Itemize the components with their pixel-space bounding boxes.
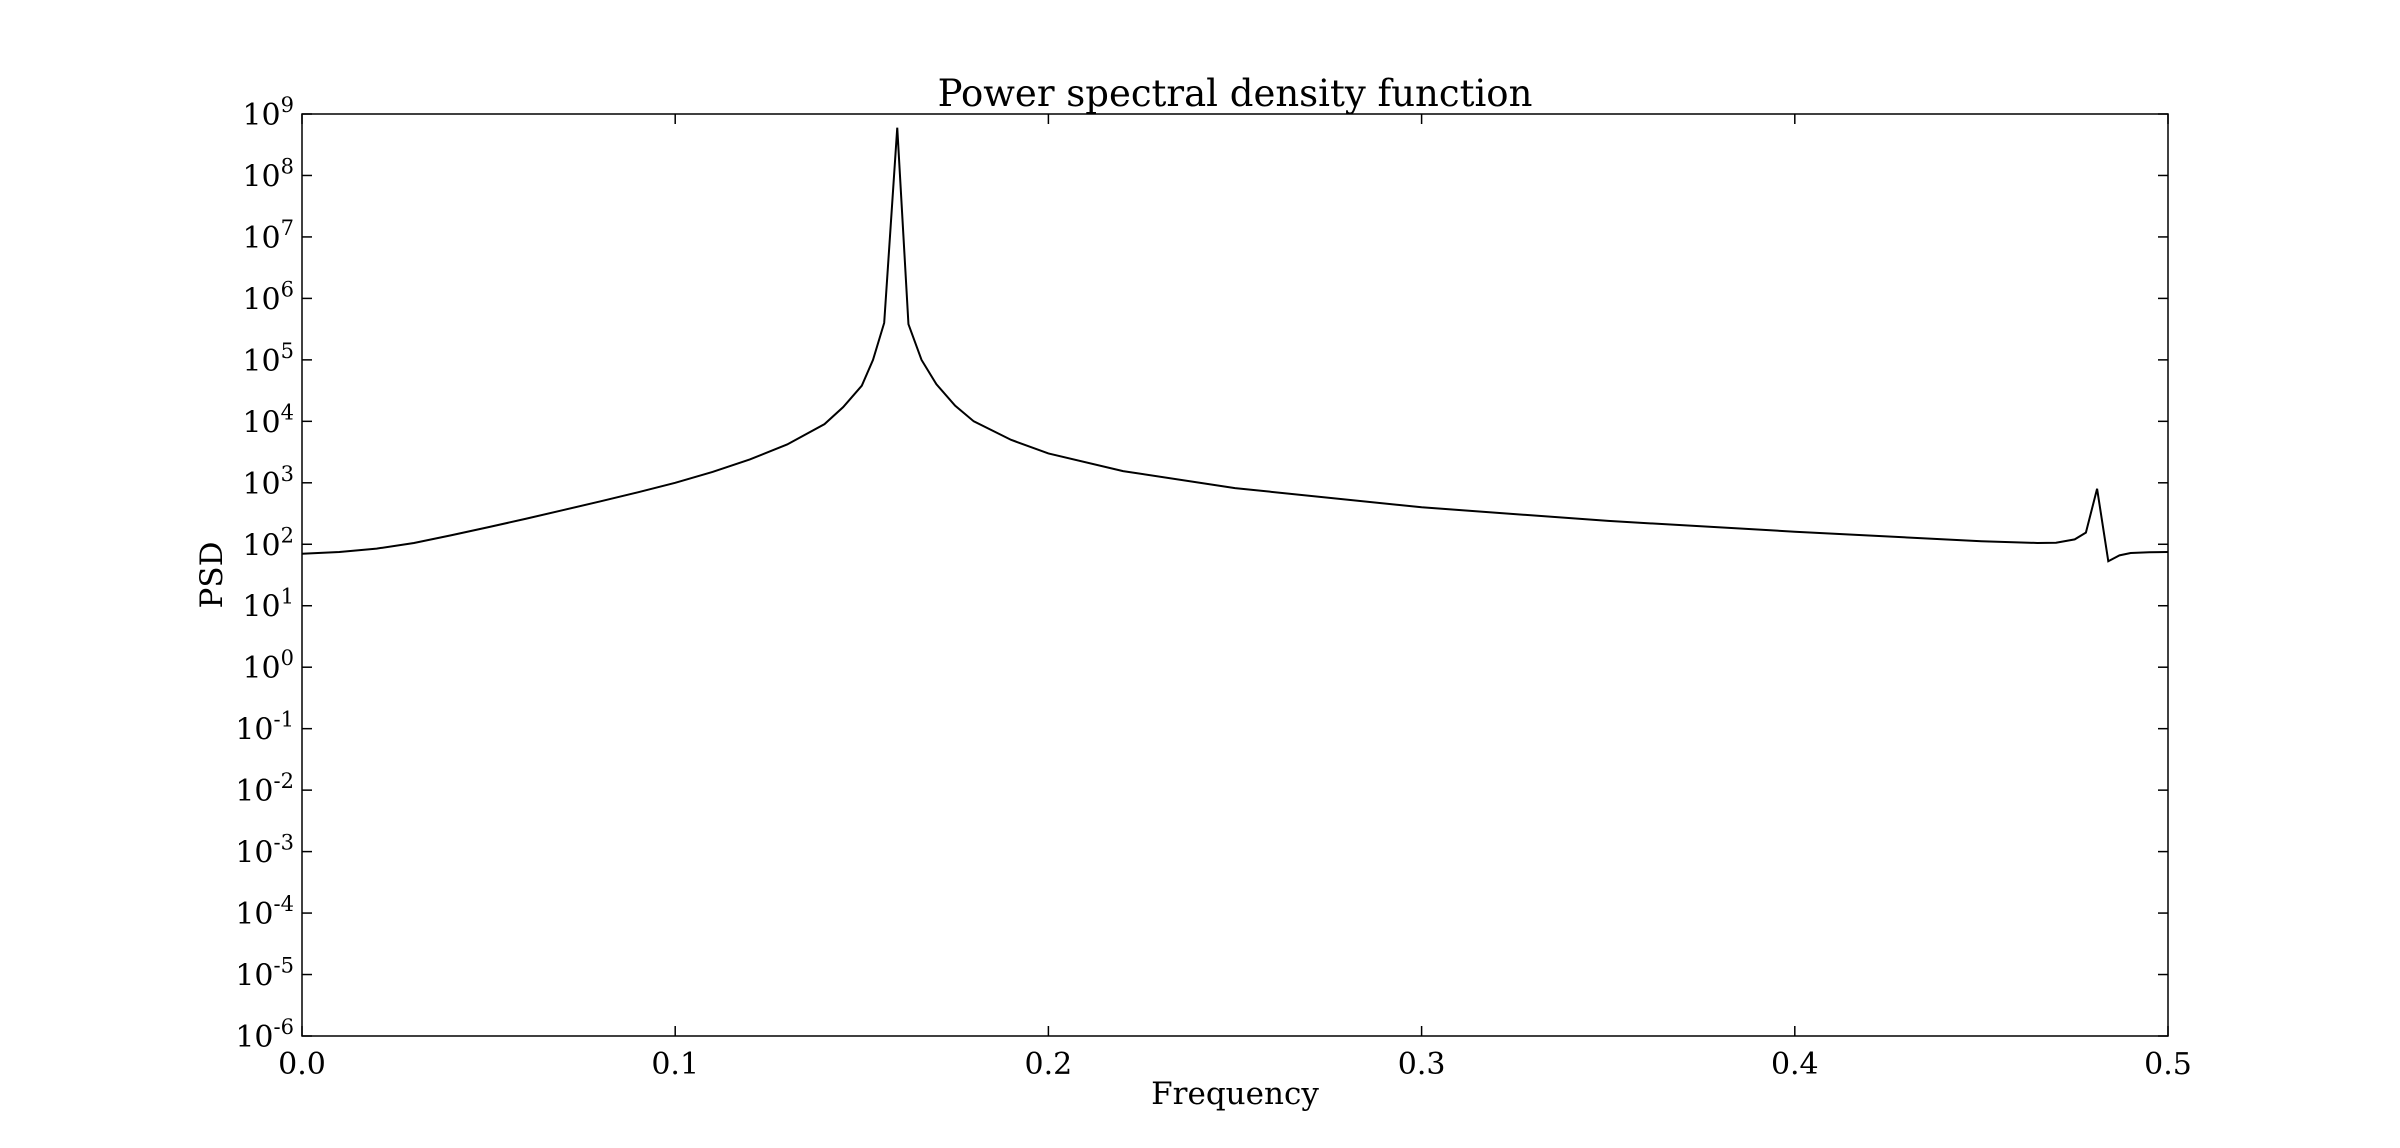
x-tick-label: 0.1: [651, 1047, 699, 1082]
y-tick-label: 104: [242, 400, 294, 440]
y-axis-label: PSD: [194, 542, 230, 609]
y-tick-label: 10-3: [235, 831, 294, 871]
y-tick-label: 10-2: [235, 769, 294, 809]
chart-title: Power spectral density function: [938, 72, 1533, 115]
y-tick-label: 106: [242, 277, 294, 317]
y-tick-label: 101: [242, 585, 294, 625]
y-axis-ticks: 109 108 107 106 105 104 103 102 101 100 10-1 10-2 10…: [235, 93, 2168, 1055]
x-tick-label: 0.3: [1398, 1047, 1446, 1082]
y-tick-label: 10-6: [235, 1015, 294, 1055]
y-tick-label: 107: [242, 216, 294, 256]
y-tick-label: 102: [242, 523, 294, 563]
y-tick-label: 100: [242, 646, 294, 686]
x-axis-label: Frequency: [1151, 1076, 1319, 1112]
y-tick-label: 103: [242, 462, 294, 502]
x-tick-label: 0.5: [2144, 1047, 2192, 1082]
y-tick-label: 10-4: [235, 892, 294, 932]
plot-frame: [301, 113, 2169, 1037]
series-line-psd: [301, 127, 2169, 563]
x-tick-label: 0.2: [1025, 1047, 1073, 1082]
x-axis-ticks: 0.0 0.1 0.2 0.3 0.4 0.5: [278, 114, 2192, 1082]
x-tick-label: 0.4: [1771, 1047, 1819, 1082]
y-tick-label: 10-1: [235, 708, 294, 748]
y-tick-label: 108: [242, 154, 294, 194]
x-tick-label: 0.0: [278, 1047, 326, 1082]
y-tick-label: 105: [242, 339, 294, 379]
y-tick-label: 109: [242, 93, 294, 133]
y-tick-label: 10-5: [235, 954, 294, 994]
